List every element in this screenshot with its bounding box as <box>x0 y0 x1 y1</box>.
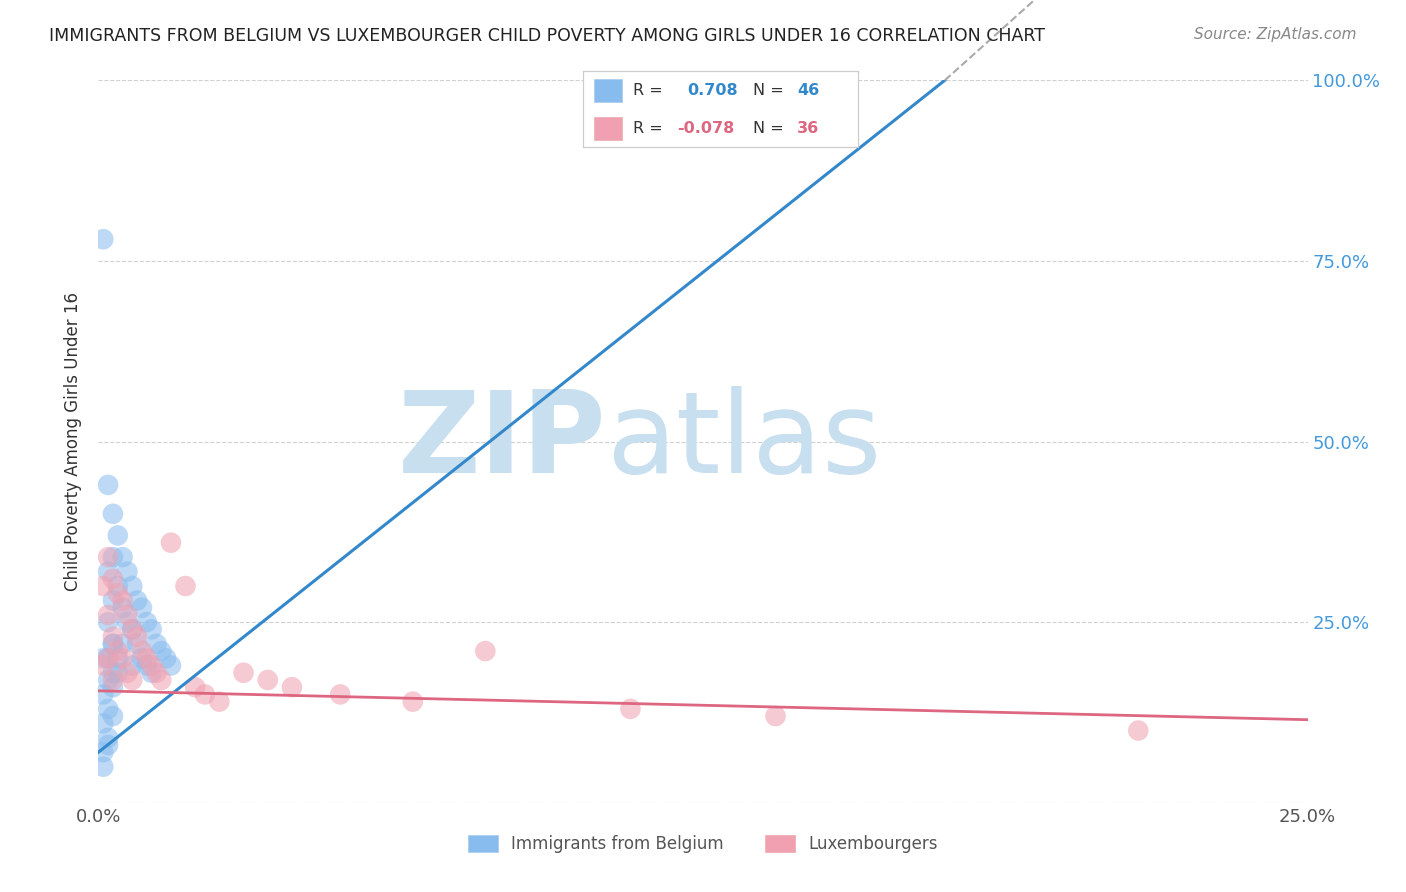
Point <box>91 760 114 774</box>
Y-axis label: Child Poverty Among Girls Under 16: Child Poverty Among Girls Under 16 <box>65 292 83 591</box>
Point <box>127 593 149 607</box>
Point <box>131 644 153 658</box>
Point <box>141 623 163 637</box>
Point <box>194 687 217 701</box>
Point <box>117 607 139 622</box>
Point <box>184 680 207 694</box>
Point <box>765 709 787 723</box>
Point <box>127 630 149 644</box>
Point <box>97 738 120 752</box>
Point <box>91 232 114 246</box>
Point <box>91 716 114 731</box>
Text: -0.078: -0.078 <box>676 120 734 136</box>
Point <box>101 680 124 694</box>
Point <box>281 680 304 694</box>
Point <box>117 565 139 579</box>
Point <box>150 644 173 658</box>
Point <box>97 673 120 687</box>
Point <box>127 637 149 651</box>
Point <box>101 630 124 644</box>
Point <box>111 593 134 607</box>
Point <box>101 673 124 687</box>
Point <box>101 507 124 521</box>
Point <box>121 623 143 637</box>
Point <box>91 651 114 665</box>
Point <box>1128 723 1150 738</box>
Point <box>131 651 153 665</box>
Text: N =: N = <box>754 120 785 136</box>
Point <box>101 709 124 723</box>
Point <box>208 695 231 709</box>
Point <box>91 687 114 701</box>
Point <box>141 658 163 673</box>
Point <box>174 579 197 593</box>
Point <box>97 550 120 565</box>
Point <box>155 651 177 665</box>
Point <box>121 579 143 593</box>
Point <box>101 665 124 680</box>
Point <box>107 665 129 680</box>
Point <box>101 550 124 565</box>
Point <box>91 658 114 673</box>
Point <box>107 644 129 658</box>
Point <box>97 731 120 745</box>
Point <box>117 615 139 630</box>
Text: ZIP: ZIP <box>398 386 606 497</box>
Point <box>91 745 114 759</box>
Point <box>145 637 167 651</box>
Point <box>107 651 129 665</box>
Point <box>145 665 167 680</box>
Point <box>97 702 120 716</box>
Legend: Immigrants from Belgium, Luxembourgers: Immigrants from Belgium, Luxembourgers <box>461 828 945 860</box>
Point <box>619 702 641 716</box>
Point <box>117 665 139 680</box>
Point <box>474 644 496 658</box>
Point <box>101 637 124 651</box>
Point <box>150 673 173 687</box>
Text: R =: R = <box>633 83 662 98</box>
Point <box>135 658 157 673</box>
Point <box>402 695 425 709</box>
Point <box>111 600 134 615</box>
Point <box>329 687 352 701</box>
Point <box>131 600 153 615</box>
Text: R =: R = <box>633 120 662 136</box>
Text: 0.708: 0.708 <box>688 83 738 98</box>
Text: atlas: atlas <box>606 386 882 497</box>
Text: N =: N = <box>754 83 785 98</box>
Point <box>111 550 134 565</box>
Point <box>111 637 134 651</box>
Point <box>97 607 120 622</box>
Point <box>97 478 120 492</box>
Point <box>135 651 157 665</box>
Point <box>135 615 157 630</box>
Point <box>97 651 120 665</box>
Point <box>107 579 129 593</box>
Point <box>97 615 120 630</box>
Point <box>141 665 163 680</box>
Point <box>101 637 124 651</box>
Point <box>107 586 129 600</box>
Point <box>107 528 129 542</box>
Point <box>160 658 183 673</box>
Point <box>121 673 143 687</box>
Text: Source: ZipAtlas.com: Source: ZipAtlas.com <box>1194 27 1357 42</box>
Point <box>232 665 254 680</box>
Point <box>256 673 278 687</box>
Point <box>101 572 124 586</box>
Point <box>121 623 143 637</box>
Text: 46: 46 <box>797 83 820 98</box>
Point <box>97 651 120 665</box>
Point <box>111 651 134 665</box>
Point <box>160 535 183 549</box>
Bar <box>595 117 621 140</box>
Text: 36: 36 <box>797 120 820 136</box>
Point <box>91 579 114 593</box>
Point <box>101 593 124 607</box>
Text: IMMIGRANTS FROM BELGIUM VS LUXEMBOURGER CHILD POVERTY AMONG GIRLS UNDER 16 CORRE: IMMIGRANTS FROM BELGIUM VS LUXEMBOURGER … <box>49 27 1045 45</box>
Point <box>121 658 143 673</box>
Point <box>97 565 120 579</box>
Bar <box>595 79 621 102</box>
